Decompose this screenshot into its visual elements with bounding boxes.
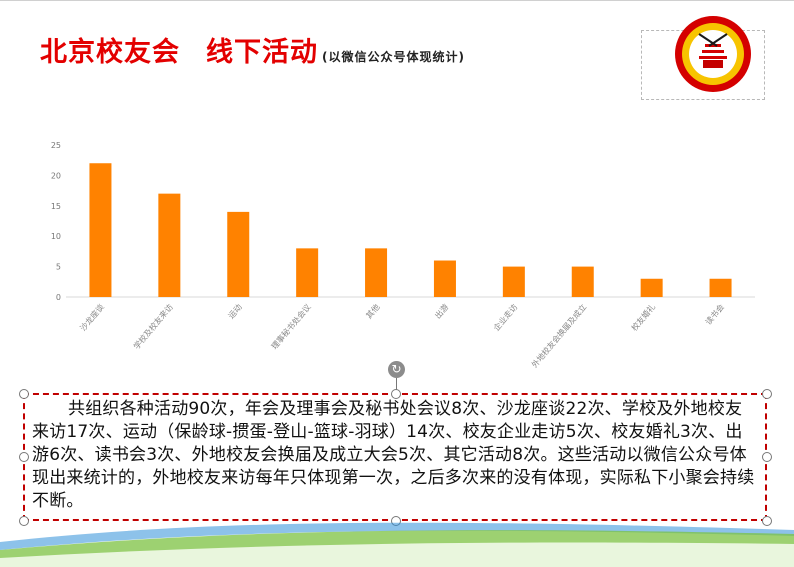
y-tick-label: 15	[51, 202, 61, 211]
x-tick-label: 企业走访	[491, 302, 519, 333]
y-tick-label: 5	[56, 263, 61, 272]
top-rule	[0, 0, 794, 1]
y-tick-label: 0	[56, 293, 61, 302]
alumni-logo	[675, 16, 751, 92]
bar	[296, 248, 319, 297]
x-tick-label: 运动	[226, 302, 244, 321]
x-tick-label: 沙龙座谈	[78, 302, 106, 333]
activity-bar-chart: 0 5 10 15 20 25 沙龙座谈 学校及校友来访 运动 理事秘书处会议 其他 出游 企业走访外…	[51, 141, 755, 370]
deco-light-wave	[0, 542, 794, 567]
y-axis: 0 5 10 15 20 25	[51, 141, 755, 302]
bars-group	[89, 163, 732, 297]
bar	[158, 193, 181, 297]
resize-handle-ne[interactable]	[762, 389, 772, 399]
bar	[709, 278, 732, 297]
logo-center	[689, 30, 737, 78]
x-tick-label: 校友婚礼	[629, 302, 657, 333]
y-tick-label: 10	[51, 232, 61, 241]
x-tick-label: 其他	[364, 302, 382, 321]
x-tick-label: 理事秘书处会议	[269, 302, 313, 351]
x-tick-label: 出游	[433, 302, 451, 321]
y-tick-label: 20	[51, 171, 61, 180]
bar	[433, 260, 456, 297]
resize-handle-nw[interactable]	[19, 389, 29, 399]
title-note: (以微信公众号体现统计)	[322, 50, 465, 64]
logo-dart-left	[698, 33, 718, 47]
resize-handle-e[interactable]	[762, 452, 772, 462]
bar	[89, 163, 112, 297]
summary-text[interactable]: 共组织各种活动90次，年会及理事会及秘书处会议8次、沙龙座谈22次、学校及外地校…	[32, 399, 755, 511]
resize-handle-se[interactable]	[762, 516, 772, 526]
bar	[502, 266, 525, 297]
resize-handle-sw[interactable]	[19, 516, 29, 526]
x-tick-label: 读书会	[703, 302, 726, 327]
logo-temple-body	[703, 60, 723, 68]
bar	[571, 266, 594, 297]
deco-blue-wave	[0, 522, 794, 550]
logo-temple-top	[705, 44, 721, 47]
logo-dart-right	[708, 33, 728, 47]
title-sub: 线下活动	[206, 37, 318, 68]
slide-title: 北京校友会 线下活动 (以微信公众号体现统计)	[40, 30, 465, 69]
rotate-stem	[396, 378, 397, 390]
logo-temple-mid	[702, 50, 724, 53]
x-tick-label: 学校及校友来访	[131, 302, 175, 351]
resize-handle-n[interactable]	[391, 389, 401, 399]
title-main: 北京校友会	[40, 37, 180, 68]
bar	[365, 248, 388, 297]
x-tick-label: 外地校友会换届及成立	[529, 302, 588, 370]
logo-temple-base	[699, 56, 727, 59]
y-tick-label: 25	[51, 141, 61, 150]
resize-handle-w[interactable]	[19, 452, 29, 462]
x-axis-labels: 沙龙座谈 学校及校友来访 运动 理事秘书处会议 其他 出游 企业走访 外地校友会换届及成立 校友…	[78, 302, 726, 370]
bottom-decoration	[0, 522, 794, 567]
rotate-handle-icon[interactable]: ↻	[388, 361, 405, 378]
bar	[640, 278, 663, 297]
bar	[227, 211, 250, 297]
